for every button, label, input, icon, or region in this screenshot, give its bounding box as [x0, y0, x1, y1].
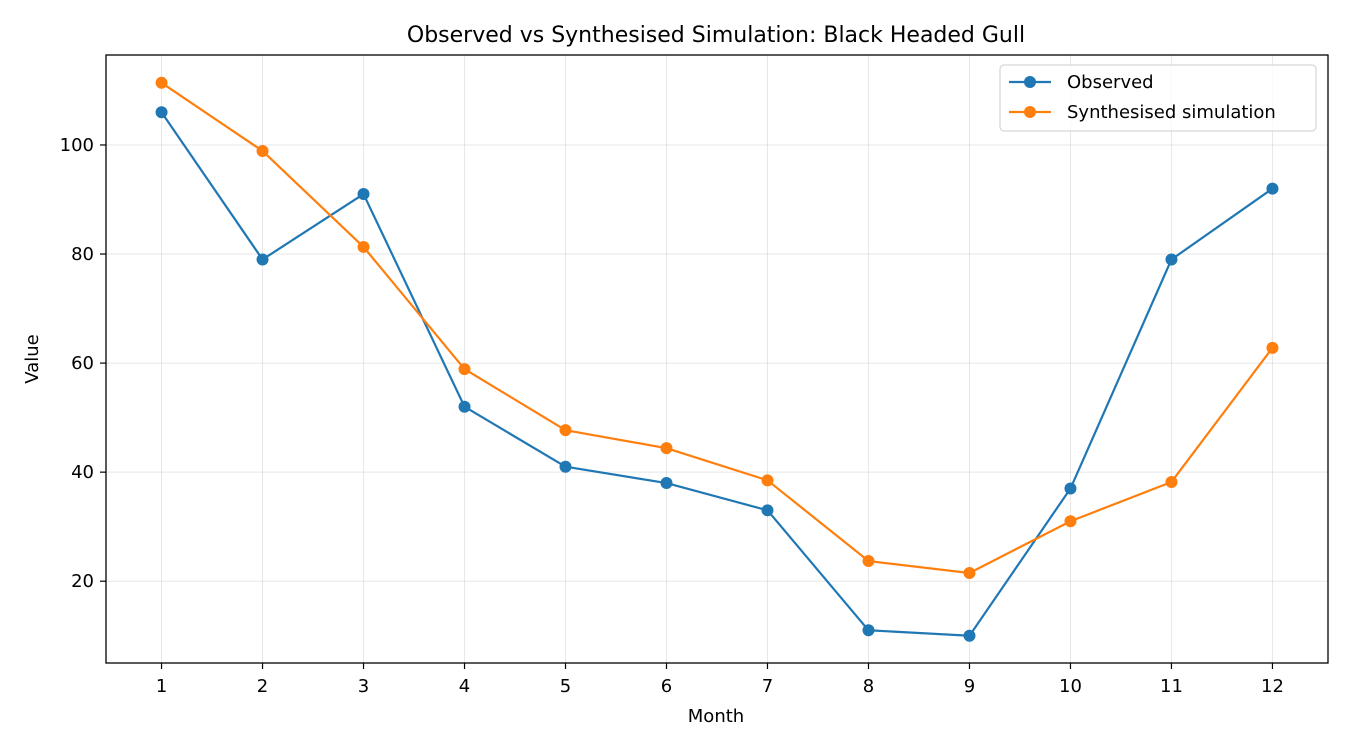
data-point	[155, 76, 168, 89]
data-point	[1266, 182, 1279, 195]
y-tick-label: 60	[71, 353, 94, 374]
x-tick-label: 12	[1261, 676, 1284, 697]
series-observed	[155, 106, 1279, 642]
series-line	[160, 111, 1274, 637]
data-point	[963, 629, 976, 642]
legend-marker	[1024, 76, 1036, 88]
data-point	[1064, 482, 1077, 495]
y-tick-label: 20	[71, 571, 94, 592]
data-point	[256, 253, 269, 266]
x-tick-label: 8	[863, 676, 874, 697]
legend-label: Observed	[1067, 72, 1154, 93]
y-tick-label: 80	[71, 244, 94, 265]
legend-marker	[1024, 106, 1036, 118]
x-tick-label: 4	[459, 676, 470, 697]
series-synthesised-simulation	[155, 76, 1279, 580]
data-point	[155, 106, 168, 119]
legend-item: Synthesised simulation	[1009, 102, 1276, 123]
x-tick-label: 5	[560, 676, 571, 697]
series-line	[160, 81, 1274, 575]
x-axis-label: Month	[688, 706, 744, 727]
y-axis: 20 40 60 80 100	[60, 135, 106, 592]
x-tick-label: 11	[1160, 676, 1183, 697]
data-point	[1165, 475, 1178, 488]
plot-frame	[105, 54, 1329, 664]
x-tick-label: 1	[156, 676, 167, 697]
grid-lines	[106, 55, 1328, 663]
data-point	[357, 188, 370, 201]
data-point	[1165, 253, 1178, 266]
legend: Observed Synthesised simulation	[999, 64, 1317, 132]
data-point	[862, 555, 875, 568]
x-tick-label: 6	[661, 676, 672, 697]
x-tick-label: 3	[358, 676, 369, 697]
data-point	[1064, 515, 1077, 528]
data-point	[761, 474, 774, 487]
x-tick-label: 7	[762, 676, 773, 697]
data-point	[559, 460, 572, 473]
x-tick-label: 10	[1059, 676, 1082, 697]
data-point	[963, 567, 976, 580]
y-tick-label: 40	[71, 462, 94, 483]
data-point	[458, 363, 471, 376]
series-layer	[155, 76, 1279, 642]
data-point	[862, 624, 875, 637]
data-point	[256, 144, 269, 157]
data-point	[660, 477, 673, 490]
legend-box	[999, 64, 1317, 132]
data-point	[357, 240, 370, 253]
y-axis-label: Value	[22, 334, 43, 383]
x-axis: 1 2 3 4 5 6 7 8 9 10 11 12	[156, 663, 1284, 697]
legend-item: Observed	[1009, 72, 1154, 93]
data-point	[1266, 341, 1279, 354]
y-tick-label: 100	[60, 135, 94, 156]
data-point	[761, 504, 774, 517]
data-point	[458, 400, 471, 413]
x-tick-label: 9	[964, 676, 975, 697]
x-tick-label: 2	[257, 676, 268, 697]
chart-title: Observed vs Synthesised Simulation: Blac…	[407, 23, 1025, 48]
legend-label: Synthesised simulation	[1067, 102, 1276, 123]
data-point	[660, 442, 673, 455]
data-point	[559, 424, 572, 437]
